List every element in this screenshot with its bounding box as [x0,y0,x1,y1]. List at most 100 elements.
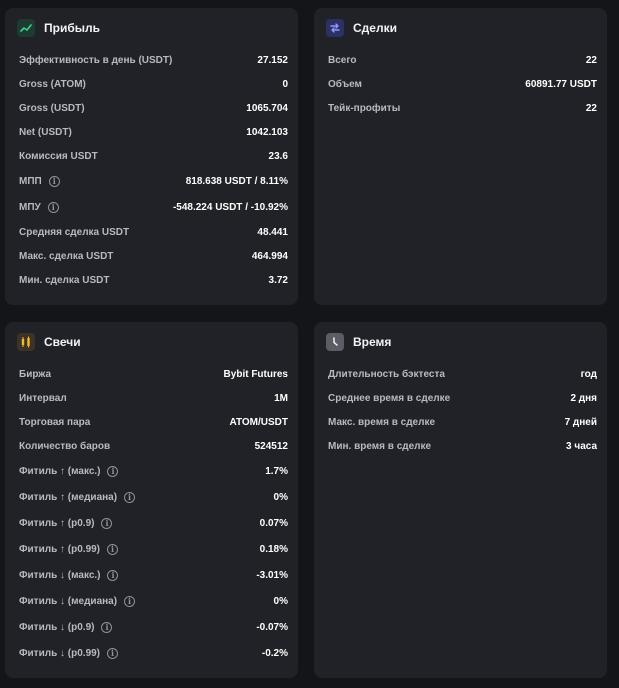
profit-row-label-text: Gross (ATOM) [19,78,86,90]
candles-row-label: Интервал [19,393,67,404]
deals-card: Сделки Всего 22 Объем 60891.77 USDT Тейк-про… [314,8,607,305]
candles-card-header: Свечи [5,322,298,362]
deals-row: Объем 60891.77 USDT [314,72,607,96]
candles-row: Фитиль ↑ (макс.) i 1.7% [5,458,298,484]
profit-row-value: -548.224 USDT / -10.92% [172,201,288,213]
time-row: Мин. время в сделке 3 часа [314,434,607,458]
candles-row-label-text: Фитиль ↑ (макс.) [19,465,101,477]
profit-row-value: 1065.704 [246,102,288,114]
candles-row-label-text: Фитиль ↑ (медиана) [19,491,118,503]
candles-row-value: 0.18% [259,543,288,555]
candles-row-value: 1M [274,392,288,404]
deals-row-label: Объем [328,79,362,90]
deals-row-value: 22 [585,54,597,66]
time-row-label-text: Макс. время в сделке [328,416,436,428]
profit-card: Прибыль Эффективность в день (USDT) 27.15… [5,8,298,305]
profit-row-label: Средняя сделка USDT [19,227,129,238]
profit-row-label-text: Комиссия USDT [19,150,98,162]
profit-row-label-text: Эффективность в день (USDT) [19,54,173,66]
deals-rows: Всего 22 Объем 60891.77 USDT Тейк-профиты 22 [314,48,607,120]
time-rows: Длительность бэктеста год Среднее время в … [314,362,607,458]
time-row-label-text: Мин. время в сделке [328,440,432,452]
profit-row: Комиссия USDT 23.6 [5,144,298,168]
profit-row-value: 1042.103 [246,126,288,138]
candles-row-label: Фитиль ↑ (макс.) i [19,465,119,477]
deals-row: Тейк-профиты 22 [314,96,607,120]
candles-row-value: Bybit Futures [223,368,288,380]
profit-row: Gross (USDT) 1065.704 [5,96,298,120]
candles-row-label-text: Фитиль ↓ (p0.99) [19,647,101,659]
candles-row-value: 0% [273,491,288,503]
time-row-value: 3 часа [566,440,597,452]
candles-row-label: Торговая пара [19,417,90,428]
time-row-label-text: Среднее время в сделке [328,392,451,404]
candles-card-title: Свечи [44,335,81,349]
info-icon[interactable]: i [107,569,119,581]
candles-card: Свечи Биржа Bybit Futures Интервал 1M Торгов… [5,322,298,678]
time-row: Среднее время в сделке 2 дня [314,386,607,410]
profit-row: Net (USDT) 1042.103 [5,120,298,144]
time-row-value: 7 дней [564,416,597,428]
time-row: Макс. время в сделке 7 дней [314,410,607,434]
time-card: Время Длительность бэктеста год Среднее вр… [314,322,607,678]
profit-row-label-text: Мин. сделка USDT [19,274,110,286]
candles-row-label-text: Биржа [19,368,52,380]
profit-row-label-text: Средняя сделка USDT [19,226,130,238]
deals-row-label-text: Всего [328,54,357,66]
profit-row-label: Эффективность в день (USDT) [19,55,172,66]
candles-row-label-text: Торговая пара [19,416,91,428]
profit-row-label-text: Net (USDT) [19,126,72,138]
info-icon[interactable]: i [48,175,60,187]
info-icon[interactable]: i [107,465,119,477]
profit-row-value: 27.152 [257,54,288,66]
profit-row-value: 0 [282,78,288,90]
profit-row-label-text: МПУ [19,201,41,213]
profit-row: Средняя сделка USDT 48.441 [5,220,298,244]
candles-row-value: 0.07% [259,517,288,529]
time-row-label-text: Длительность бэктеста [328,368,445,380]
candles-row-value: -0.07% [256,621,288,633]
profit-row-label: Мин. сделка USDT [19,275,109,286]
profit-row-label: Комиссия USDT [19,151,98,162]
candles-row: Торговая пара ATOM/USDT [5,410,298,434]
profit-row: Gross (ATOM) 0 [5,72,298,96]
candles-row-value: 0% [273,595,288,607]
profit-row-label: Gross (ATOM) [19,79,86,90]
profit-row-value: 3.72 [268,274,288,286]
info-icon[interactable]: i [124,595,136,607]
candles-row-label: Количество баров [19,441,110,452]
candles-rows: Биржа Bybit Futures Интервал 1M Торговая пар… [5,362,298,666]
time-card-header: Время [314,322,607,362]
candles-row: Фитиль ↓ (макс.) i -3.01% [5,562,298,588]
deals-row-value: 22 [585,102,597,114]
profit-row-label-text: Gross (USDT) [19,102,85,114]
info-icon[interactable]: i [101,517,113,529]
profit-row-label: Net (USDT) [19,127,72,138]
info-icon[interactable]: i [101,621,113,633]
candles-row-label: Фитиль ↑ (медиана) i [19,491,136,503]
candles-row-label-text: Количество баров [19,440,111,452]
time-row-value: 2 дня [570,392,597,404]
profit-row: МПП i 818.638 USDT / 8.11% [5,168,298,194]
profit-row-label-text: МПП [19,175,42,187]
candles-row: Фитиль ↓ (p0.99) i -0.2% [5,640,298,666]
profit-row-label: МПП i [19,175,60,187]
profit-row-label: МПУ i [19,201,59,213]
candles-row-label-text: Фитиль ↓ (макс.) [19,569,101,581]
candles-row-label-text: Фитиль ↑ (p0.99) [19,543,101,555]
candles-row: Фитиль ↑ (p0.99) i 0.18% [5,536,298,562]
info-icon[interactable]: i [47,201,59,213]
candles-row-value: 1.7% [265,465,288,477]
candles-row-label: Фитиль ↑ (p0.99) i [19,543,119,555]
candles-row-label: Фитиль ↑ (p0.9) i [19,517,113,529]
profit-row-value: 818.638 USDT / 8.11% [185,175,288,187]
candles-row-label: Фитиль ↓ (медиана) i [19,595,136,607]
candles-row-label-text: Фитиль ↓ (медиана) [19,595,118,607]
profit-row: Эффективность в день (USDT) 27.152 [5,48,298,72]
info-icon[interactable]: i [124,491,136,503]
profit-row-label: Макс. сделка USDT [19,251,113,262]
profit-rows: Эффективность в день (USDT) 27.152 Gross (… [5,48,298,292]
candles-row-label-text: Фитиль ↑ (p0.9) [19,517,95,529]
info-icon[interactable]: i [107,543,119,555]
info-icon[interactable]: i [107,647,119,659]
